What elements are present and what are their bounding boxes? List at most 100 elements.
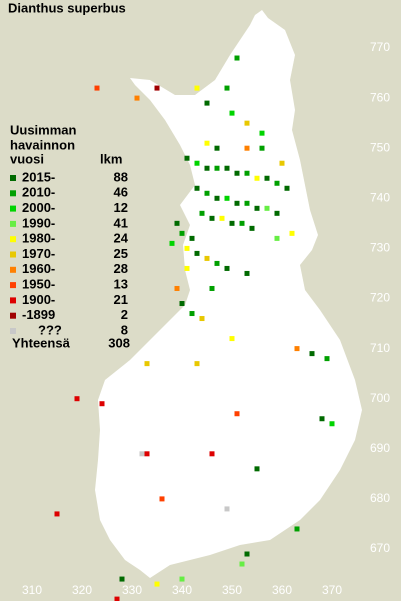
x-tick-label: 370 bbox=[322, 583, 342, 597]
observation bbox=[309, 351, 315, 357]
x-tick-label: 330 bbox=[122, 583, 142, 597]
legend-swatch bbox=[10, 190, 16, 197]
legend-swatch bbox=[10, 205, 16, 212]
observation bbox=[229, 110, 235, 116]
observation bbox=[234, 55, 240, 61]
legend-label: ??? bbox=[38, 322, 62, 337]
observation bbox=[119, 576, 125, 582]
observation bbox=[204, 100, 210, 106]
legend-label: 1950- bbox=[22, 277, 55, 292]
observation bbox=[244, 170, 250, 176]
observation bbox=[209, 215, 215, 221]
observation bbox=[249, 225, 255, 231]
observation bbox=[239, 220, 245, 226]
observation bbox=[144, 451, 150, 457]
observation bbox=[209, 451, 215, 457]
x-tick-label: 310 bbox=[22, 583, 42, 597]
observation bbox=[154, 581, 160, 587]
observation bbox=[224, 85, 230, 91]
observation bbox=[279, 160, 285, 166]
observation bbox=[239, 561, 245, 567]
observation bbox=[224, 506, 230, 512]
legend-label: 1980- bbox=[22, 231, 55, 246]
legend-label: 1990- bbox=[22, 215, 55, 230]
observation bbox=[194, 361, 200, 367]
observation bbox=[329, 421, 335, 427]
observation bbox=[254, 205, 260, 211]
y-tick-label: 740 bbox=[370, 190, 390, 204]
observation bbox=[234, 411, 240, 417]
observation bbox=[189, 235, 195, 241]
observation bbox=[184, 245, 190, 251]
observation bbox=[259, 130, 265, 136]
observation bbox=[294, 526, 300, 532]
y-tick-label: 760 bbox=[370, 90, 390, 104]
observation bbox=[214, 195, 220, 201]
y-tick-label: 750 bbox=[370, 140, 390, 154]
legend-label: -1899 bbox=[22, 307, 55, 322]
legend-heading: havainnon bbox=[10, 137, 75, 152]
observation bbox=[224, 265, 230, 271]
legend-count-header: lkm bbox=[100, 151, 122, 166]
observation bbox=[234, 200, 240, 206]
observation bbox=[244, 145, 250, 151]
legend-swatch bbox=[10, 297, 16, 304]
y-tick-label: 700 bbox=[370, 391, 390, 405]
observation bbox=[264, 175, 270, 181]
observation bbox=[234, 170, 240, 176]
observation bbox=[229, 336, 235, 342]
observation bbox=[274, 235, 280, 241]
y-tick-label: 720 bbox=[370, 291, 390, 305]
observation bbox=[254, 175, 260, 181]
observation bbox=[274, 180, 280, 186]
observation bbox=[194, 85, 200, 91]
observation bbox=[204, 255, 210, 261]
observation bbox=[209, 285, 215, 291]
observation bbox=[144, 361, 150, 367]
observation bbox=[94, 85, 100, 91]
observation bbox=[99, 401, 105, 407]
observation bbox=[54, 511, 60, 517]
observation bbox=[194, 185, 200, 191]
observation bbox=[184, 265, 190, 271]
observation bbox=[139, 451, 145, 457]
legend-count: 28 bbox=[114, 261, 128, 276]
legend-swatch bbox=[10, 251, 16, 258]
y-tick-label: 670 bbox=[370, 541, 390, 555]
legend-count: 88 bbox=[114, 169, 128, 184]
observation bbox=[244, 200, 250, 206]
legend-count: 24 bbox=[114, 231, 129, 246]
observation bbox=[159, 496, 165, 502]
observation bbox=[214, 145, 220, 151]
observation bbox=[179, 576, 185, 582]
legend-label: 1970- bbox=[22, 246, 55, 261]
legend-label: 1900- bbox=[22, 292, 55, 307]
observation bbox=[179, 301, 185, 307]
legend-count: 46 bbox=[114, 185, 128, 200]
observation bbox=[204, 140, 210, 146]
legend-count: 25 bbox=[114, 246, 128, 261]
observation bbox=[189, 311, 195, 317]
legend-swatch bbox=[10, 175, 16, 181]
y-tick-label: 690 bbox=[370, 441, 390, 455]
observation bbox=[294, 346, 300, 352]
observation bbox=[264, 205, 270, 211]
observation bbox=[204, 165, 210, 171]
legend-label: 2015- bbox=[22, 169, 55, 184]
observation bbox=[74, 396, 80, 402]
observation bbox=[324, 356, 330, 362]
observation bbox=[199, 316, 205, 322]
observation bbox=[244, 551, 250, 557]
observation bbox=[134, 95, 140, 101]
observation bbox=[244, 270, 250, 276]
observation bbox=[179, 230, 185, 236]
legend-swatch bbox=[10, 236, 16, 243]
observation bbox=[319, 416, 325, 422]
observation bbox=[259, 145, 265, 151]
observation bbox=[224, 165, 230, 171]
observation bbox=[284, 185, 290, 191]
observation bbox=[229, 220, 235, 226]
observation bbox=[194, 250, 200, 256]
observation bbox=[214, 260, 220, 266]
